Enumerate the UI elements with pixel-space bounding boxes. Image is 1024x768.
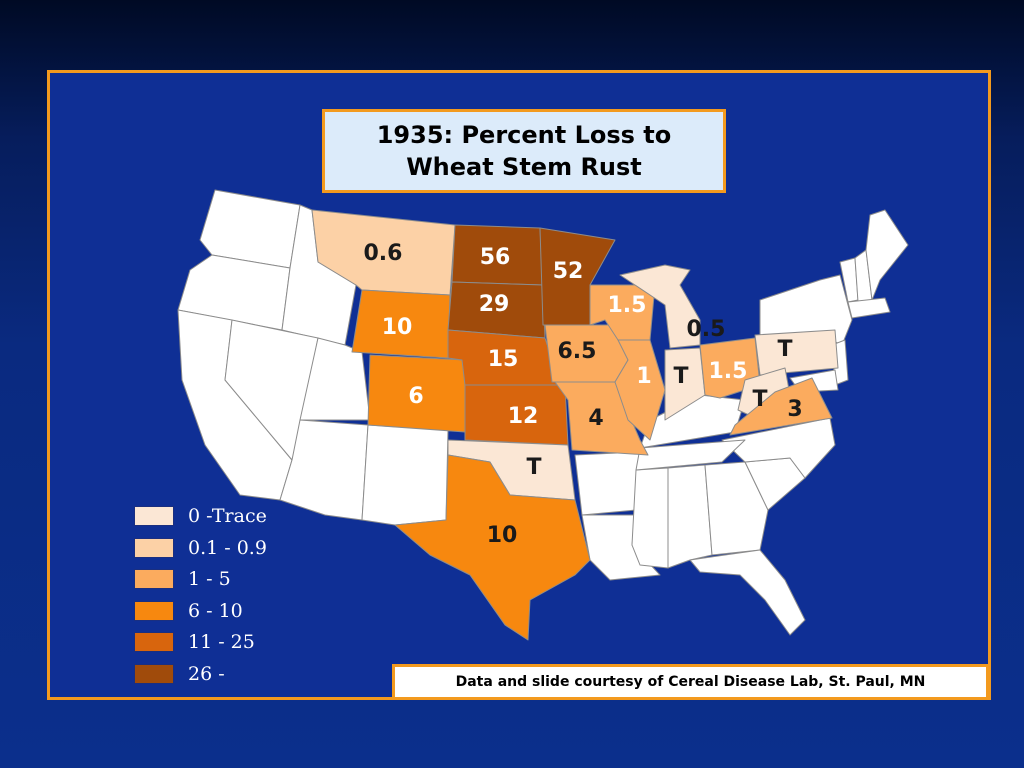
label-montana: 0.6 [364, 241, 403, 266]
label-kansas: 12 [508, 404, 539, 429]
legend-label: 6 - 10 [188, 600, 243, 622]
legend-item: 11 - 25 [134, 631, 255, 653]
label-virginia: 3 [787, 397, 802, 422]
credit-note: Data and slide courtesy of Cereal Diseas… [392, 664, 989, 700]
legend-item: 6 - 10 [134, 600, 243, 622]
label-north-dakota: 56 [480, 245, 511, 270]
state-utah [299, 337, 371, 421]
label-nebraska: 15 [488, 347, 519, 372]
label-michigan: 0.5 [687, 317, 726, 342]
legend-swatch [134, 506, 174, 526]
label-indiana: T [673, 364, 688, 389]
state-new-mexico [361, 424, 449, 526]
label-illinois: 1 [636, 364, 651, 389]
label-oklahoma: T [526, 455, 541, 480]
legend-label: 26 - [188, 663, 225, 685]
label-colorado: 6 [408, 384, 423, 409]
label-south-dakota: 29 [479, 292, 510, 317]
label-texas: 10 [487, 523, 518, 548]
state-virginia [729, 377, 833, 436]
state-mississippi [631, 467, 669, 569]
label-pennsylvania: T [777, 337, 792, 362]
legend-label: 0.1 - 0.9 [188, 537, 267, 559]
map-title: 1935: Percent Loss to Wheat Stem Rust [322, 109, 726, 193]
state-pennsylvania [754, 329, 839, 376]
legend-item: 26 - [134, 663, 225, 685]
state-tennessee [635, 439, 746, 471]
legend-item: 0.1 - 0.9 [134, 537, 267, 559]
label-wyoming: 10 [382, 315, 413, 340]
legend-label: 11 - 25 [188, 631, 255, 653]
state-massachusetts [847, 297, 891, 319]
title-line-1: 1935: Percent Loss to [376, 121, 672, 149]
state-arkansas [574, 451, 641, 516]
legend-item: 1 - 5 [134, 568, 231, 590]
label-wisconsin: 1.5 [608, 293, 647, 318]
label-minnesota: 52 [553, 259, 584, 284]
legend-swatch [134, 632, 174, 652]
legend-label: 0 -Trace [188, 505, 267, 527]
label-missouri: 4 [588, 406, 603, 431]
legend-swatch [134, 664, 174, 684]
label-iowa: 6.5 [558, 339, 597, 364]
legend-swatch [134, 601, 174, 621]
title-line-2: Wheat Stem Rust [406, 153, 642, 181]
state-texas [394, 454, 591, 641]
legend-label: 1 - 5 [188, 568, 231, 590]
state-illinois [614, 339, 666, 441]
legend-item: 0 -Trace [134, 505, 267, 527]
legend-swatch [134, 569, 174, 589]
legend-swatch [134, 538, 174, 558]
state-michigan [619, 264, 701, 349]
label-ohio: 1.5 [709, 359, 748, 384]
state-florida [689, 549, 806, 636]
state-georgia [704, 461, 769, 556]
state-maine [865, 209, 909, 301]
state-alabama [667, 464, 713, 569]
label-west-virginia: T [752, 387, 767, 412]
